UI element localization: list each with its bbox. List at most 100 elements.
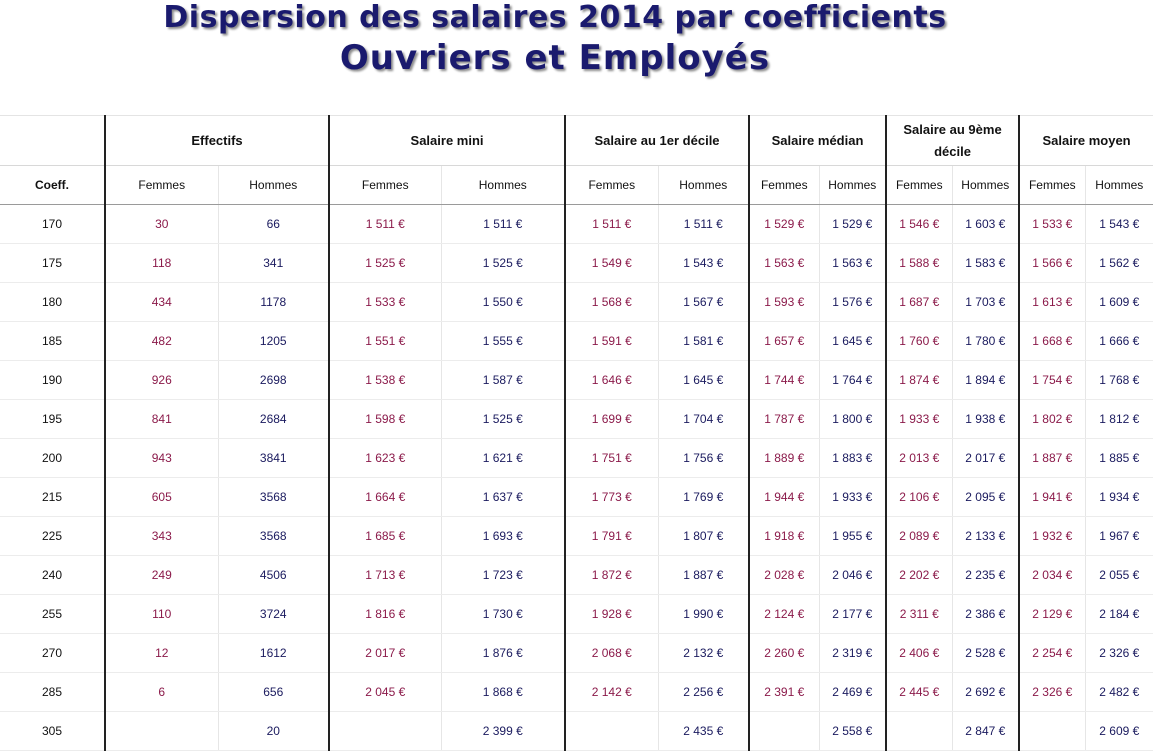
femmes-cell	[564, 711, 659, 751]
hommes-cell: 2 133 €	[951, 516, 1020, 556]
hommes-cell: 656	[217, 672, 330, 712]
hommes-cell: 1 812 €	[1084, 399, 1153, 439]
femmes-cell: 2 202 €	[885, 555, 953, 595]
sub-header-hommes: Hommes	[1084, 165, 1153, 205]
coeff-cell: 215	[0, 477, 105, 517]
hommes-cell: 3724	[217, 594, 330, 634]
hommes-cell: 1 730 €	[440, 594, 566, 634]
sub-header-hommes: Hommes	[818, 165, 887, 205]
coeff-cell: 270	[0, 633, 105, 673]
hommes-cell: 2 319 €	[818, 633, 887, 673]
hommes-cell: 1 938 €	[951, 399, 1020, 439]
femmes-cell: 1 551 €	[328, 321, 442, 361]
table-row: 170 30 66 1 511 €1 511 €1 511 €1 511 €1 529…	[0, 204, 1153, 244]
corner-cell	[0, 115, 105, 166]
group-header-salaire-mini: Salaire mini	[328, 115, 566, 166]
femmes-cell: 110	[104, 594, 218, 634]
coeff-cell: 195	[0, 399, 105, 439]
femmes-cell: 1 546 €	[885, 204, 953, 244]
femmes-cell: 1 687 €	[885, 282, 953, 322]
table-row: 180 434 1178 1 533 €1 550 €1 568 €1 567 €1 …	[0, 282, 1153, 322]
table-row: 285 6 656 2 045 €1 868 €2 142 €2 256 €2 391…	[0, 672, 1153, 712]
femmes-cell: 30	[104, 204, 218, 244]
femmes-cell: 1 751 €	[564, 438, 659, 478]
femmes-cell: 1 598 €	[328, 399, 442, 439]
hommes-cell: 1 576 €	[818, 282, 887, 322]
hommes-cell: 2 609 €	[1084, 711, 1153, 751]
hommes-cell: 1 894 €	[951, 360, 1020, 400]
coeff-cell: 285	[0, 672, 105, 712]
femmes-cell: 1 525 €	[328, 243, 442, 283]
hommes-cell: 2 386 €	[951, 594, 1020, 634]
sub-header-hommes: Hommes	[440, 165, 566, 205]
femmes-cell: 1 511 €	[564, 204, 659, 244]
femmes-cell: 2 326 €	[1018, 672, 1086, 712]
sub-header-femmes: Femmes	[104, 165, 218, 205]
sub-header-femmes: Femmes	[748, 165, 820, 205]
sub-header-hommes: Hommes	[217, 165, 330, 205]
femmes-cell: 2 391 €	[748, 672, 820, 712]
hommes-cell: 1 807 €	[657, 516, 750, 556]
table-body: 170 30 66 1 511 €1 511 €1 511 €1 511 €1 529…	[0, 204, 1153, 751]
femmes-cell: 1 889 €	[748, 438, 820, 478]
sub-header-hommes: Hommes	[951, 165, 1020, 205]
femmes-cell: 482	[104, 321, 218, 361]
hommes-cell: 1205	[217, 321, 330, 361]
femmes-cell: 1 511 €	[328, 204, 442, 244]
table-row: 240 249 4506 1 713 €1 723 €1 872 €1 887 €2 …	[0, 555, 1153, 595]
femmes-cell: 1 773 €	[564, 477, 659, 517]
hommes-cell: 1 780 €	[951, 321, 1020, 361]
hommes-cell: 2 256 €	[657, 672, 750, 712]
title-block: Dispersion des salaires 2014 par coeffic…	[0, 0, 1153, 90]
femmes-cell: 1 646 €	[564, 360, 659, 400]
hommes-cell: 1 563 €	[818, 243, 887, 283]
hommes-cell: 1 529 €	[818, 204, 887, 244]
femmes-cell: 1 549 €	[564, 243, 659, 283]
femmes-cell: 1 872 €	[564, 555, 659, 595]
hommes-cell: 2 095 €	[951, 477, 1020, 517]
page-subtitle: Ouvriers et Employés	[339, 38, 771, 78]
hommes-cell: 3568	[217, 477, 330, 517]
femmes-cell: 1 713 €	[328, 555, 442, 595]
hommes-cell: 1 723 €	[440, 555, 566, 595]
femmes-cell: 1 787 €	[748, 399, 820, 439]
femmes-cell: 1 591 €	[564, 321, 659, 361]
femmes-cell	[104, 711, 218, 751]
femmes-cell: 6	[104, 672, 218, 712]
table-row: 175 118 341 1 525 €1 525 €1 549 €1 543 €1 5…	[0, 243, 1153, 283]
femmes-cell: 2 254 €	[1018, 633, 1086, 673]
hommes-cell: 2 055 €	[1084, 555, 1153, 595]
femmes-cell: 2 142 €	[564, 672, 659, 712]
femmes-cell: 926	[104, 360, 218, 400]
hommes-cell: 2 177 €	[818, 594, 887, 634]
hommes-cell: 1612	[217, 633, 330, 673]
femmes-cell: 1 593 €	[748, 282, 820, 322]
femmes-cell: 1 874 €	[885, 360, 953, 400]
hommes-cell: 1 769 €	[657, 477, 750, 517]
femmes-cell: 1 664 €	[328, 477, 442, 517]
hommes-cell: 1 990 €	[657, 594, 750, 634]
femmes-cell: 1 760 €	[885, 321, 953, 361]
femmes-cell: 1 588 €	[885, 243, 953, 283]
table-row: 195 841 2684 1 598 €1 525 €1 699 €1 704 €1 …	[0, 399, 1153, 439]
femmes-cell: 1 538 €	[328, 360, 442, 400]
group-header-effectifs: Effectifs	[103, 115, 330, 166]
hommes-cell: 2698	[217, 360, 330, 400]
hommes-cell: 2 528 €	[951, 633, 1020, 673]
hommes-cell: 2684	[217, 399, 330, 439]
coeff-cell: 185	[0, 321, 105, 361]
hommes-cell: 2 482 €	[1084, 672, 1153, 712]
hommes-cell: 1 581 €	[657, 321, 750, 361]
femmes-cell: 1 791 €	[564, 516, 659, 556]
femmes-cell: 1 928 €	[564, 594, 659, 634]
hommes-cell: 3841	[217, 438, 330, 478]
hommes-cell: 1 885 €	[1084, 438, 1153, 478]
hommes-cell: 1 525 €	[440, 243, 566, 283]
hommes-cell: 1 876 €	[440, 633, 566, 673]
sub-header-row: Coeff. Femmes Hommes Femmes Hommes Femme…	[0, 165, 1153, 205]
femmes-cell: 2 124 €	[748, 594, 820, 634]
hommes-cell: 1 703 €	[951, 282, 1020, 322]
femmes-cell: 2 045 €	[328, 672, 442, 712]
femmes-cell: 1 657 €	[748, 321, 820, 361]
femmes-cell: 1 933 €	[885, 399, 953, 439]
